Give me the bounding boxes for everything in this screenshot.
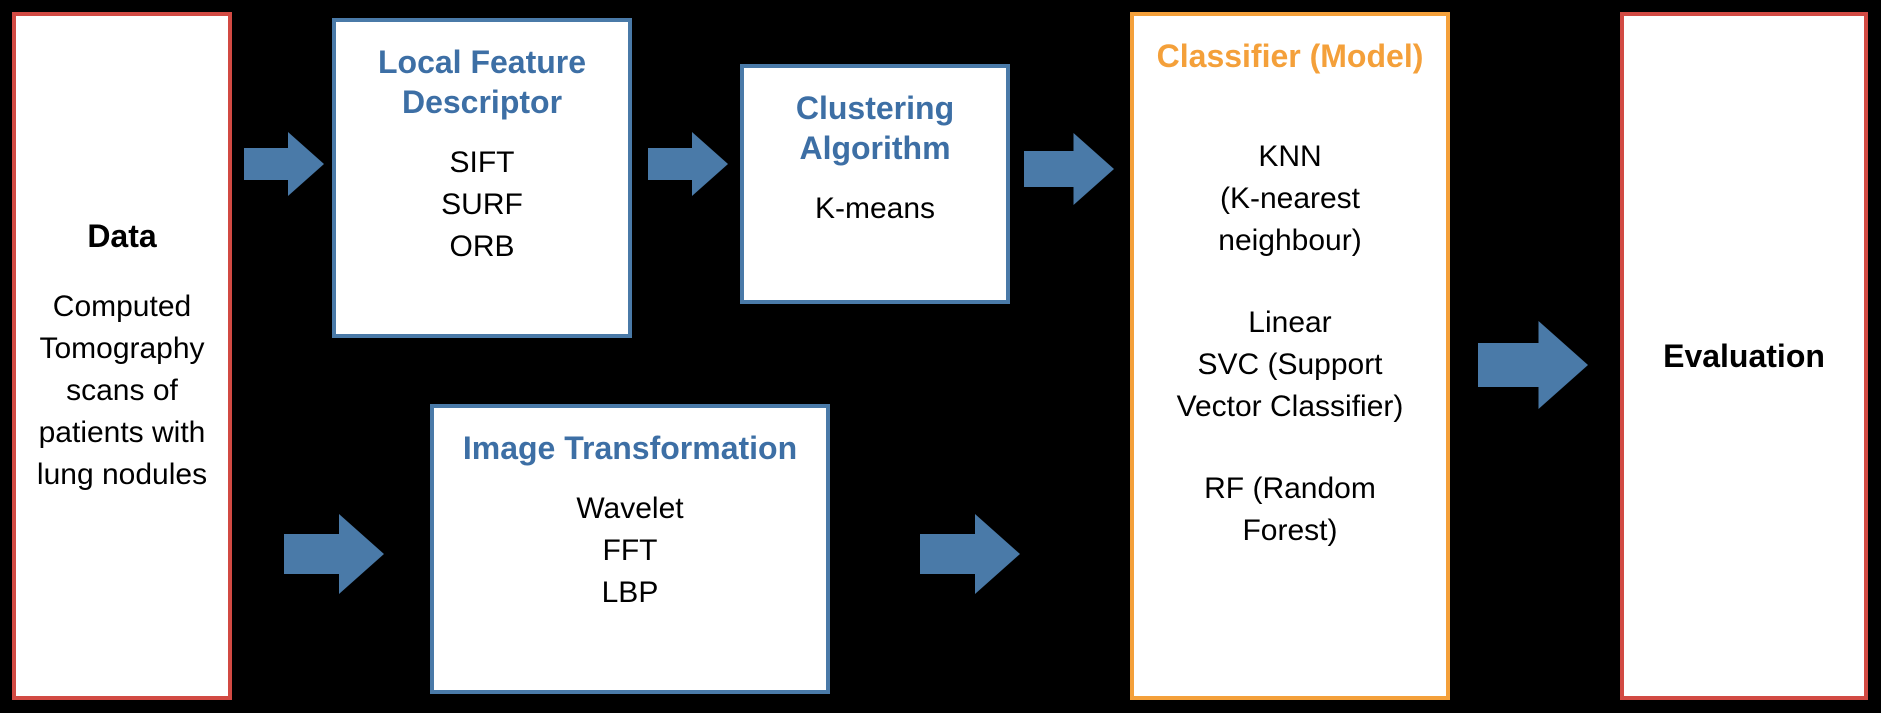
arrow-1 <box>244 124 324 204</box>
box-clustering-body: K-means <box>815 188 935 230</box>
box-imgtrans-title: Image Transformation <box>463 428 797 468</box>
lfd-line-0: SIFT <box>441 142 523 184</box>
box-classifier-body: KNN (K-nearest neighbour) Linear SVC (Su… <box>1177 136 1404 552</box>
classifier-b1-l0: Linear <box>1177 302 1404 344</box>
box-classifier: Classifier (Model) KNN (K-nearest neighb… <box>1130 12 1450 700</box>
box-evaluation: Evaluation <box>1620 12 1868 700</box>
classifier-block-2: RF (Random Forest) <box>1177 468 1404 552</box>
arrow-5 <box>920 504 1020 604</box>
box-classifier-title: Classifier (Model) <box>1157 36 1424 76</box>
box-lfd: Local Feature Descriptor SIFT SURF ORB <box>332 18 632 338</box>
classifier-b1-l2: Vector Classifier) <box>1177 386 1404 428</box>
lfd-line-2: ORB <box>441 226 523 268</box>
arrow-2 <box>648 124 728 204</box>
classifier-b0-l2: neighbour) <box>1177 220 1404 262</box>
classifier-block-0: KNN (K-nearest neighbour) <box>1177 136 1404 262</box>
imgtrans-line-1: FFT <box>576 530 683 572</box>
lfd-line-1: SURF <box>441 184 523 226</box>
arrow-3 <box>1024 124 1114 214</box>
box-data-body: Computed Tomography scans of patients wi… <box>31 286 213 496</box>
box-lfd-body: SIFT SURF ORB <box>441 142 523 268</box>
imgtrans-line-2: LBP <box>576 572 683 614</box>
classifier-b2-l0: RF (Random <box>1177 468 1404 510</box>
classifier-b1-l1: SVC (Support <box>1177 344 1404 386</box>
clustering-line-0: K-means <box>815 188 935 230</box>
classifier-block-1: Linear SVC (Support Vector Classifier) <box>1177 302 1404 428</box>
arrow-6 <box>1478 310 1588 420</box>
box-clustering-title: Clustering Algorithm <box>759 88 991 168</box>
box-evaluation-title: Evaluation <box>1663 336 1825 376</box>
classifier-b0-l0: KNN <box>1177 136 1404 178</box>
box-lfd-title: Local Feature Descriptor <box>351 42 613 122</box>
imgtrans-line-0: Wavelet <box>576 488 683 530</box>
arrow-4 <box>284 504 384 604</box>
box-data-title: Data <box>87 216 156 256</box>
box-imgtrans: Image Transformation Wavelet FFT LBP <box>430 404 830 694</box>
classifier-b2-l1: Forest) <box>1177 510 1404 552</box>
box-clustering: Clustering Algorithm K-means <box>740 64 1010 304</box>
box-data: Data Computed Tomography scans of patien… <box>12 12 232 700</box>
box-imgtrans-body: Wavelet FFT LBP <box>576 488 683 614</box>
classifier-b0-l1: (K-nearest <box>1177 178 1404 220</box>
